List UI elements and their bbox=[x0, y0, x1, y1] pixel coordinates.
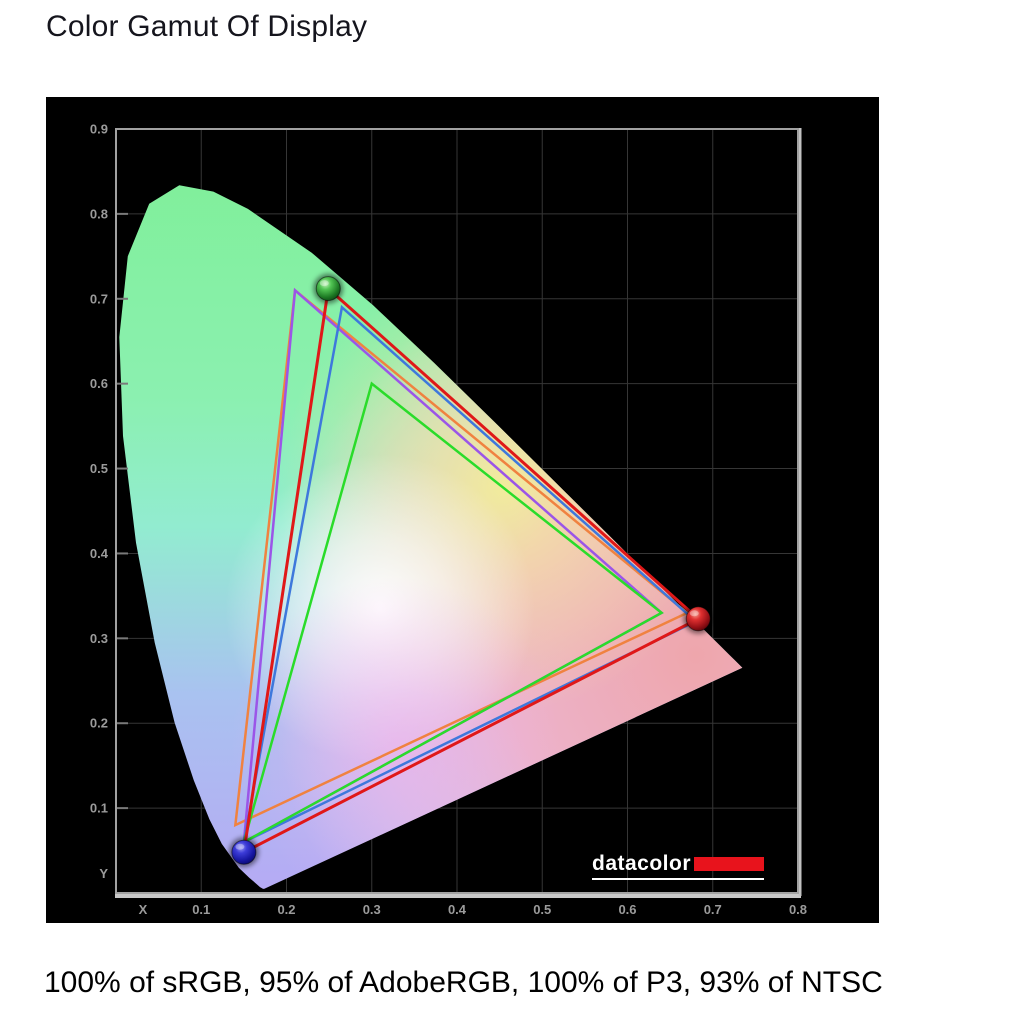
svg-text:0.1: 0.1 bbox=[192, 902, 210, 917]
gamut-chart-box: 0.1 0.2 0.3 0.4 0.5 0.6 0.7 0.8 0.1 0.2 0.3 0.4 0.5 0… bbox=[46, 97, 879, 923]
vertex-marker-green bbox=[313, 273, 344, 304]
svg-text:0.6: 0.6 bbox=[618, 902, 636, 917]
svg-text:0.8: 0.8 bbox=[789, 902, 807, 917]
y-axis-ticks bbox=[116, 128, 128, 810]
svg-text:0.2: 0.2 bbox=[277, 902, 295, 917]
vertex-marker-blue bbox=[228, 837, 259, 868]
datacolor-logo: datacolor bbox=[592, 850, 765, 880]
axis-labels: 0.1 0.2 0.3 0.4 0.5 0.6 0.7 0.8 0.1 0.2 0.3 0.4 0.5 0… bbox=[90, 122, 807, 918]
gamut-triangle-p3 bbox=[242, 304, 698, 845]
gamut-coverage-caption: 100% of sRGB, 95% of AdobeRGB, 100% of P… bbox=[44, 966, 883, 999]
svg-text:0.9: 0.9 bbox=[90, 122, 108, 137]
svg-text:0.7: 0.7 bbox=[704, 902, 722, 917]
gamut-triangle-ntsc bbox=[233, 287, 690, 828]
svg-text:0.1: 0.1 bbox=[90, 801, 108, 816]
svg-text:0.5: 0.5 bbox=[533, 902, 551, 917]
svg-text:0.4: 0.4 bbox=[448, 902, 467, 917]
svg-text:0.3: 0.3 bbox=[90, 631, 108, 646]
y-axis-letter: Y bbox=[99, 866, 108, 881]
vertex-marker-red bbox=[683, 603, 714, 634]
svg-text:0.3: 0.3 bbox=[363, 902, 381, 917]
datacolor-logo-text: datacolor bbox=[592, 851, 692, 875]
chromaticity-diagram: 0.1 0.2 0.3 0.4 0.5 0.6 0.7 0.8 0.1 0.2 0.3 0.4 0.5 0… bbox=[90, 122, 807, 918]
svg-text:0.2: 0.2 bbox=[90, 716, 108, 731]
svg-text:0.6: 0.6 bbox=[90, 376, 108, 391]
svg-text:0.5: 0.5 bbox=[90, 461, 108, 476]
x-axis-letter: X bbox=[139, 902, 148, 917]
svg-text:0.4: 0.4 bbox=[90, 546, 109, 561]
axis-frame bbox=[115, 128, 802, 898]
svg-text:0.8: 0.8 bbox=[90, 206, 108, 221]
datacolor-logo-bar bbox=[694, 857, 765, 871]
page-title: Color Gamut Of Display bbox=[46, 10, 368, 43]
svg-text:0.7: 0.7 bbox=[90, 291, 108, 306]
gamut-triangle-display bbox=[241, 285, 701, 855]
gamut-triangle-srgb bbox=[241, 381, 664, 845]
